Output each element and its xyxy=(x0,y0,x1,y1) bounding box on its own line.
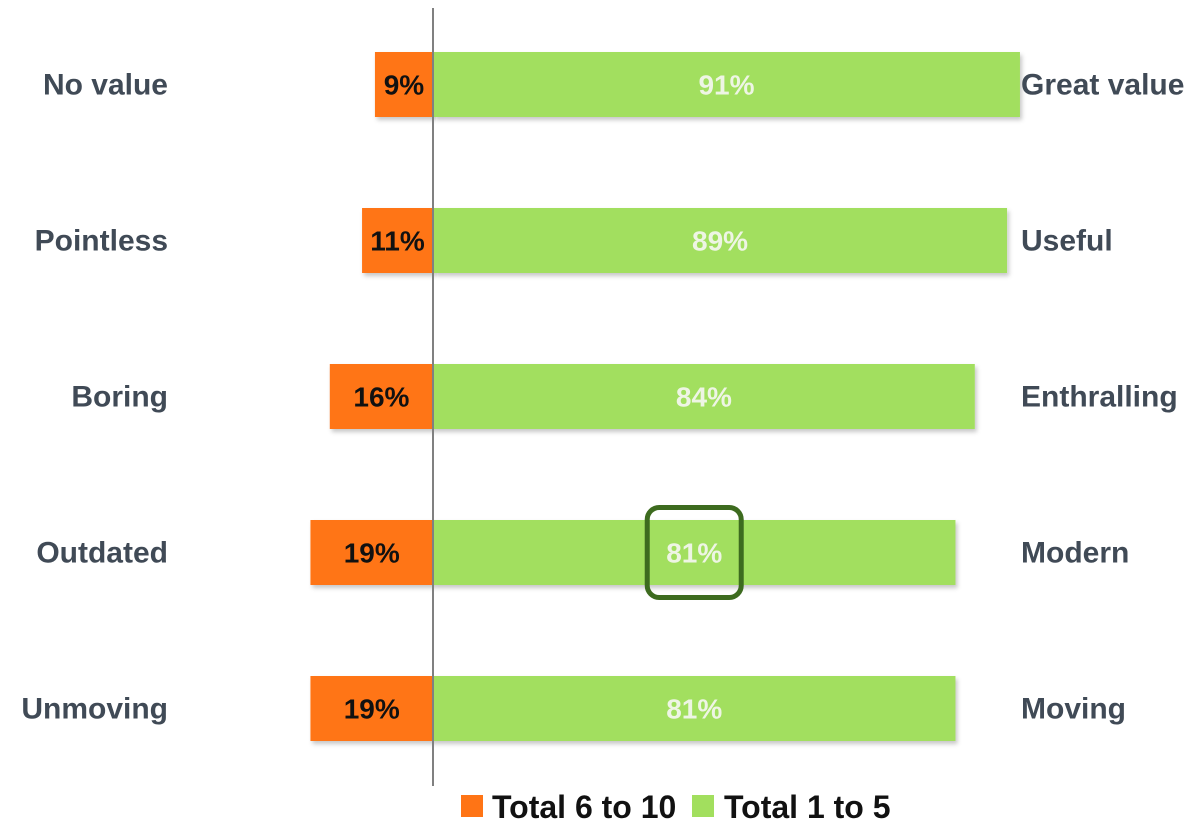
labels-layer: 9% 91% No value Great value 11% 89% Pointless U… xyxy=(21,69,1184,726)
value-label-total-6-to-10: 19% xyxy=(344,694,400,725)
bar-total-1-to-5 xyxy=(433,208,1008,273)
bar-total-6-to-10 xyxy=(329,364,433,429)
left-category-label: Boring xyxy=(71,381,168,414)
bar-total-1-to-5 xyxy=(433,676,956,741)
value-label-total-1-to-5: 81% xyxy=(666,694,722,725)
value-label-total-1-to-5: 81% xyxy=(666,538,722,569)
bar-total-1-to-5 xyxy=(433,52,1020,117)
legend-swatch xyxy=(692,795,714,817)
right-category-label: Enthralling xyxy=(1021,381,1178,414)
legend-item-total-1-to-5: Total 1 to 5 xyxy=(724,789,891,825)
value-label-total-1-to-5: 89% xyxy=(692,226,748,257)
right-category-label: Great value xyxy=(1021,69,1184,102)
right-category-label: Useful xyxy=(1021,225,1113,258)
value-label-total-1-to-5: 91% xyxy=(698,70,754,101)
value-label-total-6-to-10: 19% xyxy=(344,538,400,569)
bars-layer xyxy=(310,52,1020,741)
bar-total-6-to-10 xyxy=(374,52,433,117)
value-label-total-6-to-10: 11% xyxy=(370,226,425,257)
bar-total-6-to-10 xyxy=(310,676,433,741)
left-category-label: No value xyxy=(43,69,168,102)
left-category-label: Pointless xyxy=(35,225,168,258)
bar-total-6-to-10 xyxy=(362,208,433,273)
highlight-box xyxy=(644,505,744,600)
bar-total-1-to-5 xyxy=(433,364,975,429)
bar-total-1-to-5 xyxy=(433,520,956,585)
legend-swatch xyxy=(461,795,483,817)
right-category-label: Moving xyxy=(1021,693,1126,726)
right-category-label: Modern xyxy=(1021,537,1129,570)
legend: Total 6 to 10 Total 1 to 5 xyxy=(461,789,891,825)
value-label-total-1-to-5: 84% xyxy=(676,382,732,413)
left-category-label: Unmoving xyxy=(21,693,168,726)
value-label-total-6-to-10: 16% xyxy=(353,382,409,413)
left-category-label: Outdated xyxy=(36,537,168,570)
legend-item-total-6-to-10: Total 6 to 10 xyxy=(492,789,676,825)
value-label-total-6-to-10: 9% xyxy=(384,70,425,101)
bar-total-6-to-10 xyxy=(310,520,433,585)
